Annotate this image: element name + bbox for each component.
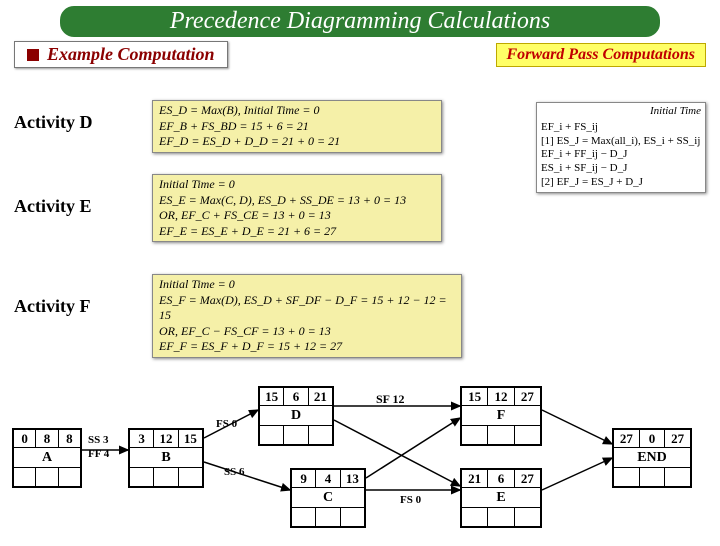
formula-line: EF_E = ES_E + D_E = 21 + 6 = 27 — [159, 224, 435, 240]
node-cell: 27 — [614, 430, 640, 447]
square-bullet-icon — [27, 49, 39, 61]
formula-line: ES_E = Max(C, D), ES_D + SS_DE = 13 + 0 … — [159, 193, 435, 209]
link-ss3: SS 3 — [88, 434, 109, 446]
side-panel: Initial Time EF_i + FS_ij [1] ES_J = Max… — [536, 102, 706, 193]
formula-line: OR, EF_C + FS_CE = 13 + 0 = 13 — [159, 208, 435, 224]
node-cell: 12 — [488, 388, 514, 405]
node-name: A — [14, 448, 80, 468]
example-box: Example Computation — [14, 41, 228, 68]
node-c: 9413C — [290, 468, 366, 528]
link-sf12: SF 12 — [376, 392, 405, 407]
side-row: [1] ES_J = Max(all_i), ES_i + SS_ij — [541, 135, 701, 149]
activity-e-label: Activity E — [14, 196, 91, 217]
node-cell — [179, 468, 202, 486]
side-row: ES_i + SF_ij − D_J — [541, 162, 701, 176]
node-cell — [515, 426, 540, 444]
link-ce-fs0: FS 0 — [400, 494, 421, 506]
formula-line: EF_F = ES_F + D_F = 15 + 12 = 27 — [159, 339, 455, 355]
title-text: Precedence Diagramming Calculations — [170, 8, 550, 34]
node-cell: 0 — [14, 430, 36, 447]
formula-line: ES_D = Max(B), Initial Time = 0 — [159, 103, 435, 119]
node-cell — [640, 468, 666, 486]
side-row: [2] EF_J = ES_J + D_J — [541, 176, 701, 190]
node-cell — [130, 468, 154, 486]
node-cell — [488, 508, 514, 526]
node-cell — [36, 468, 58, 486]
formula-line: ES_F = Max(D), ES_D + SF_DF − D_F = 15 +… — [159, 293, 455, 324]
node-name: END — [614, 448, 690, 468]
node-cell: 6 — [284, 388, 308, 405]
node-cell: 21 — [309, 388, 332, 405]
activity-f-label: Activity F — [14, 296, 90, 317]
node-cell: 8 — [36, 430, 58, 447]
node-e: 21627E — [460, 468, 542, 528]
node-name: F — [462, 406, 540, 426]
node-cell — [59, 468, 80, 486]
node-cell: 21 — [462, 470, 488, 487]
formula-line: Initial Time = 0 — [159, 277, 455, 293]
node-cell — [316, 508, 340, 526]
node-cell — [515, 508, 540, 526]
node-end: 27027END — [612, 428, 692, 488]
subtitle-row: Example Computation Forward Pass Computa… — [0, 37, 720, 68]
node-cell: 0 — [640, 430, 666, 447]
node-name: D — [260, 406, 332, 426]
activity-d-label: Activity D — [14, 112, 92, 133]
node-cell: 15 — [179, 430, 202, 447]
node-cell — [341, 508, 364, 526]
side-head: Initial Time — [541, 105, 701, 119]
node-cell — [665, 468, 690, 486]
node-cell — [462, 426, 488, 444]
forward-pass-box: Forward Pass Computations — [496, 43, 707, 67]
node-cell — [488, 426, 514, 444]
node-cell: 13 — [341, 470, 364, 487]
side-row: EF_i + FF_ij − D_J — [541, 148, 701, 162]
formula-d: ES_D = Max(B), Initial Time = 0 EF_B + F… — [152, 100, 442, 153]
formula-line: OR, EF_C − FS_CF = 13 + 0 = 13 — [159, 324, 455, 340]
node-b: 31215B — [128, 428, 204, 488]
node-cell: 8 — [59, 430, 80, 447]
node-cell: 6 — [488, 470, 514, 487]
formula-e: Initial Time = 0 ES_E = Max(C, D), ES_D … — [152, 174, 442, 242]
node-f: 151227F — [460, 386, 542, 446]
link-fs0: FS 0 — [216, 418, 237, 430]
node-cell: 12 — [154, 430, 178, 447]
link-ff4: FF 4 — [88, 448, 109, 460]
node-cell — [614, 468, 640, 486]
example-label: Example Computation — [47, 44, 215, 65]
node-name: C — [292, 488, 364, 508]
node-cell: 4 — [316, 470, 340, 487]
node-cell — [462, 508, 488, 526]
node-cell — [154, 468, 178, 486]
node-a: 088A — [12, 428, 82, 488]
node-name: B — [130, 448, 202, 468]
node-cell — [14, 468, 36, 486]
node-cell: 9 — [292, 470, 316, 487]
node-cell: 15 — [462, 388, 488, 405]
node-cell — [309, 426, 332, 444]
formula-f: Initial Time = 0 ES_F = Max(D), ES_D + S… — [152, 274, 462, 358]
formula-line: EF_B + FS_BD = 15 + 6 = 21 — [159, 119, 435, 135]
node-cell: 15 — [260, 388, 284, 405]
link-ss6: SS 6 — [224, 466, 245, 478]
node-cell — [292, 508, 316, 526]
formula-line: Initial Time = 0 — [159, 177, 435, 193]
node-cell: 27 — [515, 388, 540, 405]
node-cell: 27 — [665, 430, 690, 447]
formula-line: EF_D = ES_D + D_D = 21 + 0 = 21 — [159, 134, 435, 150]
node-name: E — [462, 488, 540, 508]
node-d: 15621D — [258, 386, 334, 446]
node-cell: 3 — [130, 430, 154, 447]
node-cell: 27 — [515, 470, 540, 487]
page-title: Precedence Diagramming Calculations — [60, 6, 660, 37]
node-cell — [284, 426, 308, 444]
node-cell — [260, 426, 284, 444]
side-row: EF_i + FS_ij — [541, 121, 701, 135]
